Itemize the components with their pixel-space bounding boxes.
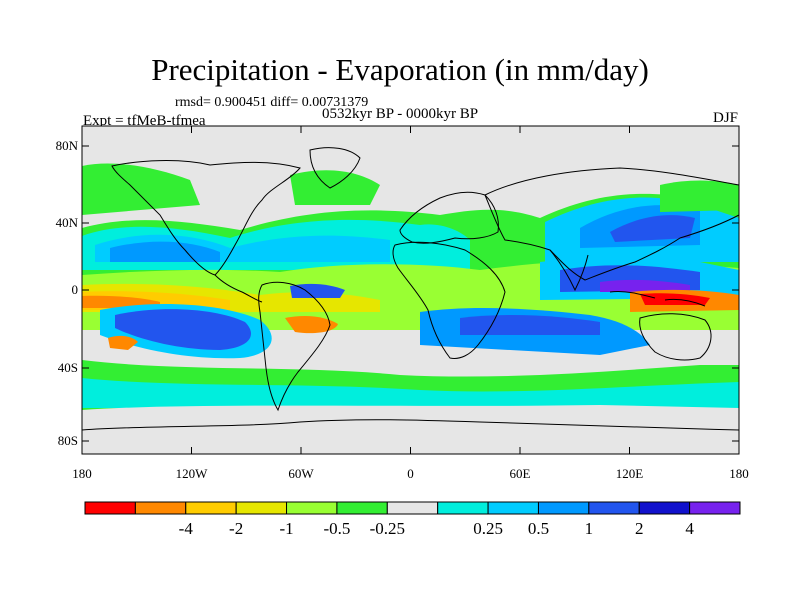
lat-tick-label: 40N xyxy=(55,215,78,230)
coastline xyxy=(549,249,589,292)
coastline xyxy=(111,160,301,276)
field-region xyxy=(285,316,338,334)
field-region xyxy=(110,241,220,262)
coastline xyxy=(309,147,361,189)
coastline xyxy=(214,274,263,303)
lat-tick-label: 80N xyxy=(55,138,78,153)
lon-tick-label: 180 xyxy=(729,466,749,481)
colorbar-swatch xyxy=(487,501,539,515)
axis-ticks xyxy=(81,126,740,454)
lat-tick-label: 0 xyxy=(71,282,79,297)
colorbar-label: 2 xyxy=(634,519,644,538)
colorbar-label: -1 xyxy=(279,519,294,538)
field-region xyxy=(660,180,739,212)
coastline xyxy=(609,291,706,307)
field-region xyxy=(82,405,739,454)
colorbar-swatch xyxy=(689,501,741,515)
colorbar-swatch xyxy=(386,501,439,515)
field-region xyxy=(290,170,380,205)
coastline xyxy=(484,167,739,281)
colorbar-swatch xyxy=(437,501,489,515)
field-region xyxy=(82,378,739,408)
lon-tick-label: 60E xyxy=(509,466,531,481)
coastline xyxy=(639,313,712,361)
colorbar-label: -2 xyxy=(229,519,244,538)
lon-tick-label: 180 xyxy=(72,466,92,481)
experiment-label: Expt = tfMeB-tfmea xyxy=(83,113,206,129)
field-region xyxy=(108,335,138,350)
coastline xyxy=(82,419,739,431)
colorbar xyxy=(84,501,741,515)
lon-tick-label: 0 xyxy=(407,466,414,481)
lon-tick-label: 60W xyxy=(288,466,314,481)
colorbar-swatch xyxy=(638,501,691,515)
colorbar-swatch xyxy=(336,501,388,515)
coastlines xyxy=(82,147,739,431)
colorbar-label: 0.5 xyxy=(527,519,550,538)
field-region xyxy=(115,309,252,350)
plot-title: Precipitation - Evaporation (in mm/day) xyxy=(151,52,649,87)
lat-tick-label: 80S xyxy=(57,433,78,448)
colorbar-swatch xyxy=(235,501,288,515)
coastline xyxy=(392,241,506,359)
field-region xyxy=(290,283,345,298)
period-label: 0532kyr BP - 0000kyr BP xyxy=(322,106,479,122)
coastline xyxy=(258,281,331,412)
map-panel xyxy=(81,125,740,455)
colorbar-swatch xyxy=(286,501,338,515)
field-region xyxy=(460,315,600,335)
field-region xyxy=(610,215,695,242)
colorbar-swatch xyxy=(134,501,187,515)
colorbar-label: -0.25 xyxy=(369,519,406,538)
colorbar-label: -0.5 xyxy=(323,519,351,538)
colorbar-label: 4 xyxy=(685,519,694,538)
colorbar-swatch xyxy=(537,501,590,515)
field-region xyxy=(82,163,200,215)
colorbar-swatch xyxy=(185,501,237,515)
colorbar-label: 0.25 xyxy=(473,519,503,538)
rmsd-diff-stats: rmsd= 0.900451 diff= 0.00731379 xyxy=(175,95,369,110)
colorbar-label: 1 xyxy=(584,519,594,538)
season-label: DJF xyxy=(712,110,738,126)
colorbar-swatch xyxy=(588,501,640,515)
field-region xyxy=(600,279,690,292)
lon-tick-label: 120W xyxy=(175,466,208,481)
colorbar-label: -4 xyxy=(178,519,193,538)
colorbar-swatch xyxy=(84,501,136,515)
lat-tick-label: 40S xyxy=(57,360,78,375)
lon-tick-label: 120E xyxy=(615,466,644,481)
